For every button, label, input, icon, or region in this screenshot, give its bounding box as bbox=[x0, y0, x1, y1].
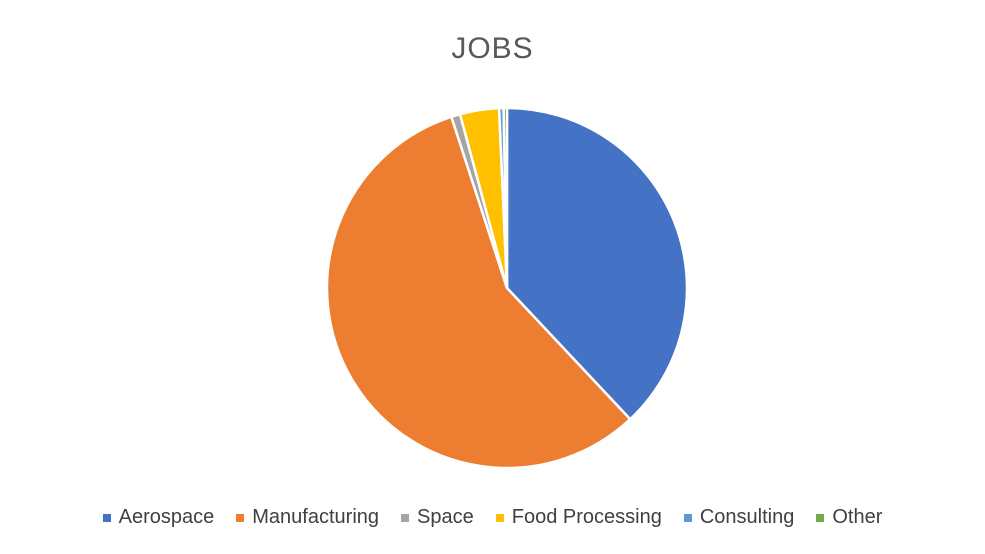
legend-swatch-manufacturing bbox=[236, 513, 245, 522]
legend-item-consulting: Consulting bbox=[683, 506, 795, 529]
legend-label-consulting: Consulting bbox=[699, 506, 795, 528]
legend: Aerospace Manufacturing Space Food Processi… bbox=[0, 506, 985, 529]
legend-item-other: Other bbox=[816, 506, 882, 529]
legend-swatch-food-processing bbox=[495, 513, 504, 522]
legend-label-space: Space bbox=[417, 506, 474, 528]
pie-slice-other bbox=[502, 106, 509, 290]
legend-item-manufacturing: Manufacturing bbox=[236, 506, 379, 529]
chart-title: JOBS bbox=[451, 32, 534, 65]
legend-swatch-aerospace bbox=[102, 513, 111, 522]
legend-swatch-other bbox=[816, 513, 825, 522]
legend-swatch-space bbox=[401, 513, 410, 522]
legend-label-other: Other bbox=[832, 506, 883, 528]
pie-slice-manufacturing bbox=[325, 115, 632, 470]
legend-item-aerospace: Aerospace bbox=[102, 506, 215, 529]
pie-slice-aerospace bbox=[505, 106, 689, 421]
legend-swatch-consulting bbox=[683, 513, 692, 522]
legend-item-space: Space bbox=[401, 506, 474, 529]
legend-label-manufacturing: Manufacturing bbox=[252, 506, 380, 528]
legend-item-food-processing: Food Processing bbox=[495, 506, 662, 529]
legend-label-food-processing: Food Processing bbox=[511, 506, 662, 528]
legend-label-aerospace: Aerospace bbox=[118, 506, 215, 528]
